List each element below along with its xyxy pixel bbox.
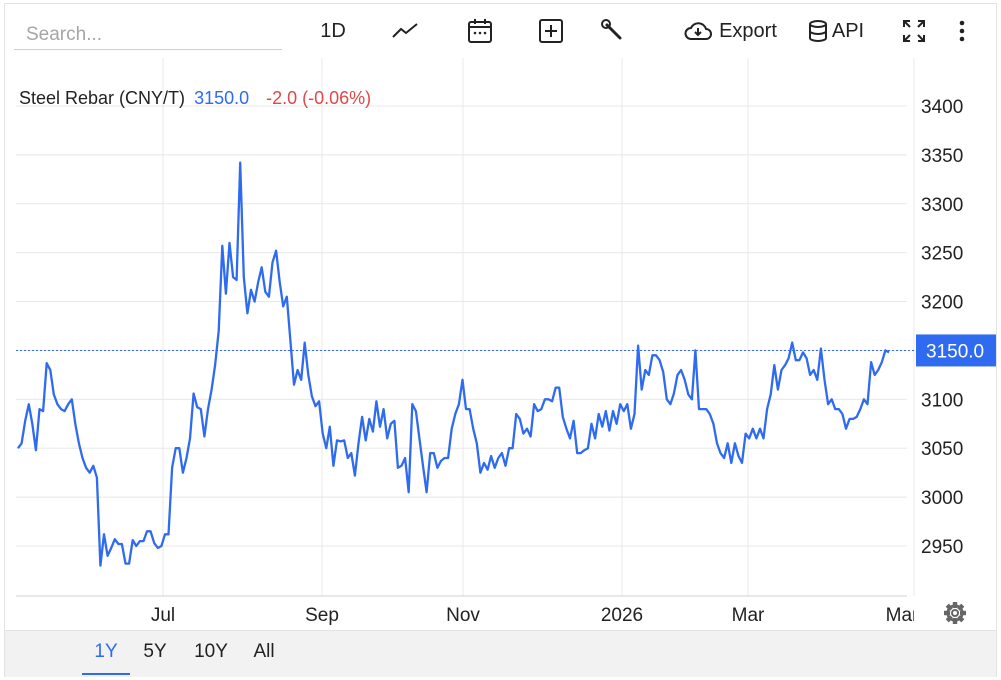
vertical-dots-icon	[959, 20, 965, 42]
date-range-button[interactable]	[462, 14, 498, 48]
add-box-icon	[539, 19, 563, 43]
range-selector-bar: 1Y 5Y 10Y All	[5, 630, 996, 677]
fullscreen-icon	[903, 20, 925, 42]
price-series-line	[17, 161, 890, 567]
axis-mask	[914, 600, 944, 628]
wrench-icon	[601, 19, 622, 40]
legend-instrument-name: Steel Rebar (CNY/T)	[19, 88, 186, 108]
x-tick-label: Mar	[732, 605, 765, 626]
range-button-5y[interactable]: 5Y	[143, 641, 167, 662]
chart-settings-gear-icon[interactable]	[944, 602, 966, 624]
price-chart[interactable]: 2950300030503100315032003250330033503400…	[0, 0, 1001, 630]
export-button[interactable]: Export	[680, 14, 780, 48]
range-button-all[interactable]: All	[253, 641, 275, 662]
y-tick-label: 3050	[921, 439, 963, 460]
x-tick-label: Jul	[151, 605, 175, 626]
y-tick-label: 3300	[921, 195, 963, 216]
database-icon	[808, 20, 827, 42]
legend-last-value: 3150.0	[194, 88, 250, 108]
chart-legend: Steel Rebar (CNY/T) 3150.0 -2.0 (-0.06%)	[19, 88, 371, 109]
compare-button[interactable]	[534, 14, 568, 48]
interval-button[interactable]: 1D	[312, 14, 354, 48]
api-button[interactable]: API	[804, 14, 868, 48]
chart-type-button[interactable]	[386, 14, 424, 48]
api-label: API	[831, 19, 865, 42]
last-value-badge	[916, 334, 996, 367]
export-label: Export	[719, 19, 777, 42]
interval-label: 1D	[320, 19, 346, 42]
y-tick-label: 3000	[921, 488, 963, 509]
y-tick-label: 2950	[921, 537, 963, 558]
legend-change: -2.0 (-0.06%)	[266, 88, 372, 108]
y-tick-label: 3100	[921, 390, 963, 411]
calendar-icon	[468, 19, 492, 43]
settings-tools-button[interactable]	[596, 14, 630, 48]
range-button-1y[interactable]: 1Y	[82, 641, 130, 675]
search-input[interactable]	[14, 20, 282, 50]
x-tick-label: 2026	[601, 605, 643, 626]
fullscreen-button[interactable]	[898, 14, 930, 48]
y-tick-label: 3200	[921, 293, 963, 314]
y-tick-label: 3350	[921, 146, 963, 167]
y-tick-label: 3400	[921, 97, 963, 118]
more-options-button[interactable]	[950, 14, 974, 48]
last-value-badge-label: 3150.0	[926, 341, 984, 362]
range-button-10y[interactable]: 10Y	[194, 641, 228, 662]
x-tick-label: Nov	[446, 605, 480, 626]
cloud-download-icon	[684, 22, 713, 40]
chart-area[interactable]: 2950300030503100315032003250330033503400…	[0, 0, 1001, 630]
line-chart-icon	[392, 23, 418, 38]
toolbar: 1D Export	[0, 0, 1001, 58]
x-tick-label: Mar	[886, 605, 919, 626]
y-tick-label: 3250	[921, 244, 963, 265]
x-tick-label: Sep	[305, 605, 339, 626]
